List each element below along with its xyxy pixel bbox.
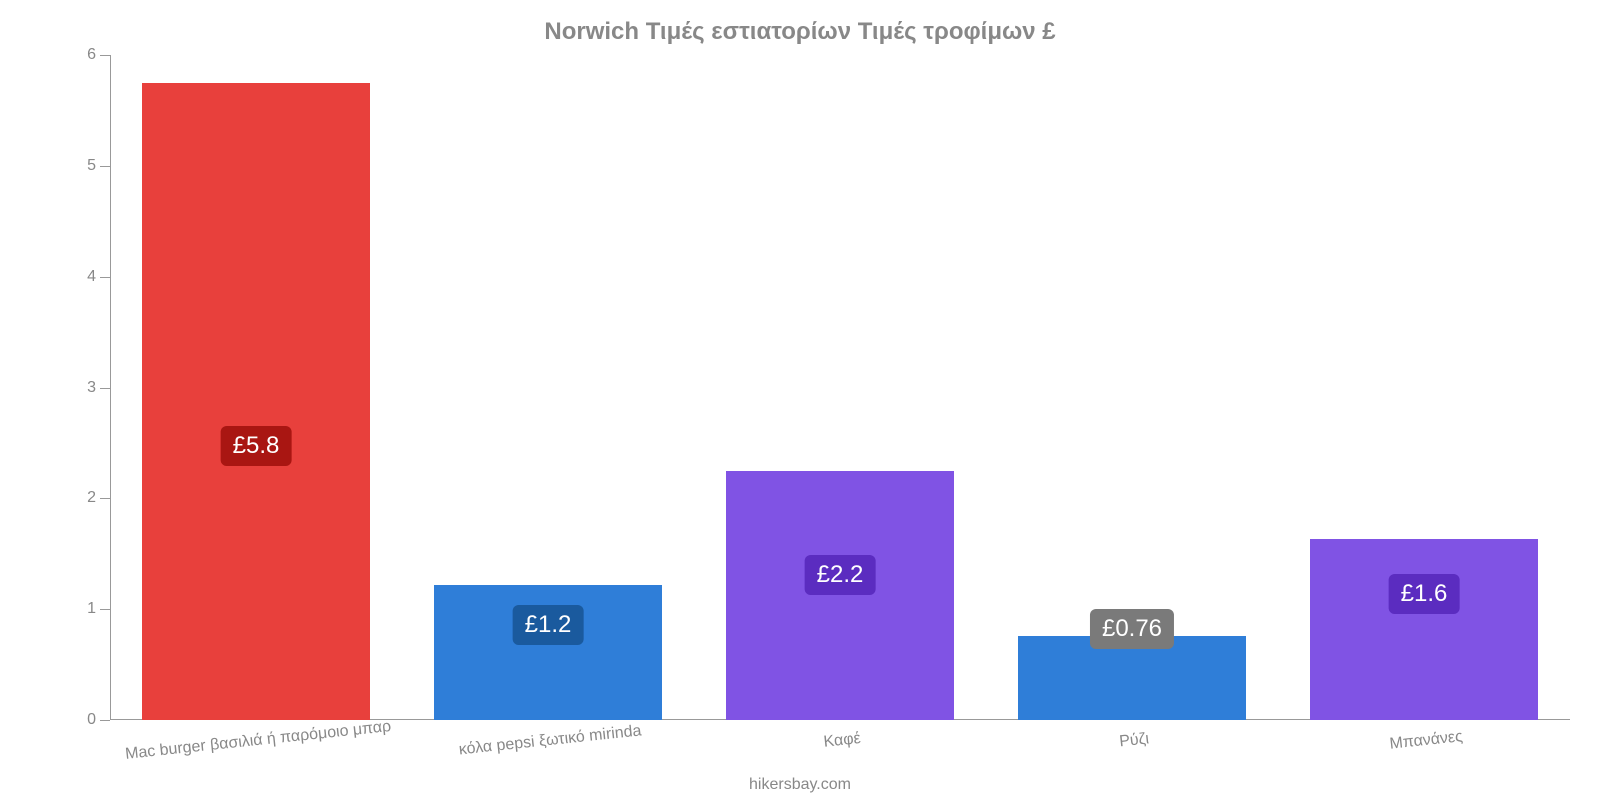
bar-value-label: £2.2 — [805, 555, 876, 595]
bar-value-label: £5.8 — [221, 426, 292, 466]
bars-group: £5.8 £1.2 £2.2 £0.76 £1.6 — [110, 55, 1570, 720]
y-tick-label: 0 — [87, 711, 110, 729]
attribution-text: hikersbay.com — [0, 776, 1600, 794]
y-tick-label: 4 — [87, 268, 110, 286]
plot-area: 0123456 £5.8£1.2£2.2£0.76£1.6 Mac burger… — [110, 55, 1570, 720]
bar-value-label: £1.2 — [513, 605, 584, 645]
x-tick-label: Ρύζι — [1132, 717, 1165, 750]
x-tick-label: Μπανάνες — [1424, 712, 1500, 750]
x-tick-label: Καφέ — [840, 716, 880, 750]
bar-value-label: £0.76 — [1090, 609, 1174, 649]
bar-value-label: £1.6 — [1389, 574, 1460, 614]
y-tick-label: 2 — [87, 489, 110, 507]
y-tick-label: 6 — [87, 46, 110, 64]
y-tick-label: 5 — [87, 157, 110, 175]
bar — [1310, 539, 1538, 720]
y-tick-label: 3 — [87, 379, 110, 397]
price-bar-chart: Norwich Τιμές εστιατορίων Τιμές τροφίμων… — [0, 0, 1600, 800]
y-tick-label: 1 — [87, 600, 110, 618]
bar — [142, 83, 370, 720]
chart-title: Norwich Τιμές εστιατορίων Τιμές τροφίμων… — [0, 18, 1600, 46]
